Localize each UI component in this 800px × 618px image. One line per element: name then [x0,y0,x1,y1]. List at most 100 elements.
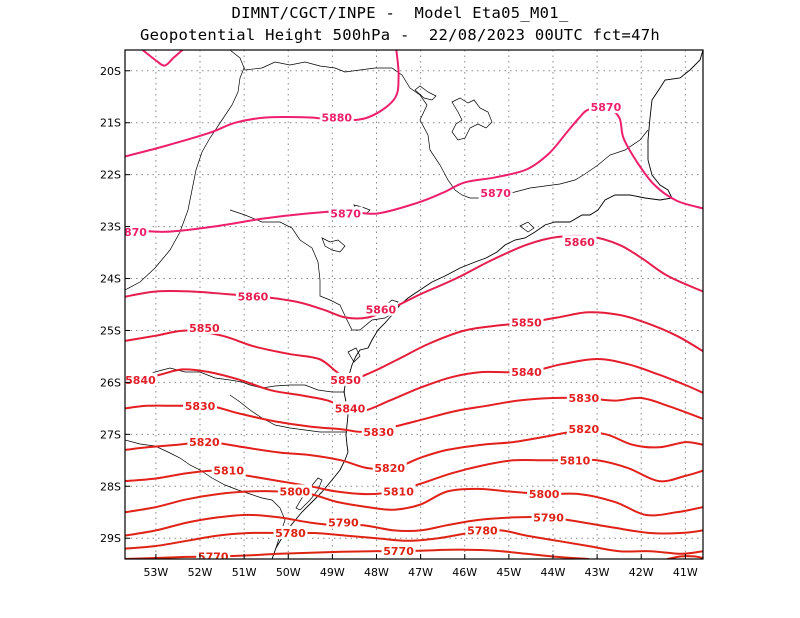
y-tick-label: 29S [100,532,121,545]
country-border [125,439,286,549]
contour-label-background [326,515,361,529]
x-tick-label: 46W [452,566,477,579]
contour-lines [125,50,703,559]
lagoon [295,477,323,511]
contour-label-background [125,372,158,386]
contour-label-background [465,523,500,537]
contour-label-5810: 5810 [383,485,414,498]
x-tick-label: 42W [629,566,654,579]
contour-label-background [562,235,597,249]
coastline-and-borders [125,50,703,559]
contour-label-5870: 5870 [591,101,622,114]
contour-label-background [588,100,623,114]
contour-label-background [509,365,544,379]
contour-label-background [235,289,270,303]
contour-label-5820: 5820 [569,423,600,436]
contour-label-background [125,224,149,238]
contour-label-background [328,372,363,386]
x-tick-label: 51W [232,566,257,579]
contour-label-5870: 5870 [330,208,361,221]
contour-label-background [381,544,416,558]
contour-5880 [125,50,400,158]
y-tick-label: 22S [100,169,121,182]
contour-label-5840: 5840 [335,402,366,415]
contour-label-5860: 5860 [238,291,269,304]
contour-label-background [361,424,396,438]
x-tick-label: 41W [673,566,698,579]
y-tick-label: 26S [100,376,121,389]
island [519,221,535,233]
x-tick-label: 45W [496,566,521,579]
contour-label-5840: 5840 [511,366,542,379]
contour-label-5850: 5850 [189,322,220,335]
contour-5850 [125,311,703,381]
contour-label-background [187,320,222,334]
contour-label-5790: 5790 [328,517,359,530]
state-border [125,67,245,291]
contour-label-5870: 5870 [480,187,511,200]
contour-label-5840: 5840 [125,374,156,387]
contour-5790 [125,513,703,537]
y-tick-label: 24S [100,273,121,286]
contour-5770 [125,548,590,559]
reservoir [321,237,346,253]
contour-label-5870: 5870 [116,226,147,239]
reservoir [451,97,493,141]
contour-5880 [141,50,184,67]
map-frame [124,49,704,560]
contour-label-background [363,302,398,316]
contour-label-5860: 5860 [564,236,595,249]
contour-labels: 5880 5870 5870 5870 5870 5860 5860 5860 5850 5850… [116,100,623,559]
contour-label-background [531,510,566,524]
contour-5840 [125,358,703,413]
contour-5780 [125,529,703,555]
contour-5860 [125,235,703,320]
contour-label-5770: 5770 [383,545,414,558]
contour-label-5830: 5830 [569,392,600,405]
y-tick-label: 27S [100,428,121,441]
contour-label-5790: 5790 [533,511,564,524]
state-border [229,50,649,199]
x-tick-label: 49W [320,566,345,579]
contour-label-5850: 5850 [511,317,542,330]
contour-label-background [187,435,222,449]
x-tick-label: 52W [188,566,213,579]
plot-title-line-1: DIMNT/CGCT/INPE - Model Eta05_M01_ [231,4,569,22]
y-tick-label: 28S [100,480,121,493]
contour-5800 [125,487,703,517]
contour-5770 [666,555,703,559]
coastline [271,50,703,559]
contour-label-5810: 5810 [560,454,591,467]
contour-label-background [372,461,407,475]
contour-label-background [277,484,312,498]
contour-label-5820: 5820 [189,436,220,449]
contour-label-5880: 5880 [321,112,352,125]
x-tick-label: 47W [408,566,433,579]
x-tick-label: 50W [276,566,301,579]
island [347,347,361,363]
contour-label-background [381,484,416,498]
contour-label-5860: 5860 [366,304,397,317]
contour-label-5850: 5850 [330,374,361,387]
y-tick-label: 25S [100,324,121,337]
contour-label-background [196,549,231,559]
contour-label-background [328,206,363,220]
state-border [229,209,399,331]
state-border [125,367,345,393]
x-tick-label: 44W [541,566,566,579]
x-tick-label: 48W [364,566,389,579]
plot-title-line-2: Geopotential Height 500hPa - 22/08/2023 … [139,26,661,44]
contour-label-5800: 5800 [280,485,311,498]
contour-label-background [211,463,246,477]
contour-label-5830: 5830 [363,426,394,439]
contour-label-background [319,110,354,124]
x-tick-label: 43W [585,566,610,579]
contour-label-background [478,185,513,199]
state-border [229,394,346,433]
y-tick-label: 23S [100,221,121,234]
y-tick-label: 20S [100,65,121,78]
x-tick-label: 53W [143,566,168,579]
contour-label-background [183,398,218,412]
contour-label-5800: 5800 [529,488,560,501]
